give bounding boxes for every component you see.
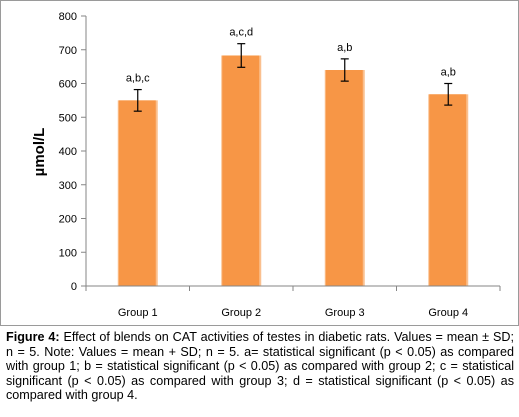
y-axis-label-group: µmol/L: [31, 128, 48, 177]
caption-label: Figure 4:: [6, 330, 60, 344]
y-tick-label: 100: [59, 247, 77, 259]
x-tick-label: Group 4: [428, 307, 468, 319]
y-tick-label: 300: [59, 180, 77, 192]
y-tick-label: 800: [59, 11, 77, 23]
y-tick-label: 500: [59, 112, 77, 124]
y-tick-label: 400: [59, 146, 77, 158]
significance-label: a,b: [441, 67, 456, 79]
significance-label: a,b,c: [126, 73, 150, 85]
y-tick-label: 200: [59, 214, 77, 226]
y-tick-label: 700: [59, 45, 77, 57]
y-axis-label: µmol/L: [31, 128, 48, 177]
x-tick-label: Group 2: [221, 307, 261, 319]
y-axis: 0 100 200 300 400 500 600 700 800: [59, 11, 87, 293]
figure-caption: Figure 4: Effect of blends on CAT activi…: [6, 330, 514, 403]
bars: a,b,c a,c,d a,b a,b: [117, 27, 469, 286]
bar: [325, 70, 363, 286]
x-axis: Group 1 Group 2 Group 3 Group 4: [85, 285, 501, 319]
significance-label: a,b: [337, 42, 352, 54]
bar: [222, 55, 260, 286]
x-tick-label: Group 1: [118, 307, 158, 319]
significance-label: a,c,d: [229, 27, 253, 39]
x-tick-label: Group 3: [325, 307, 365, 319]
y-tick-label: 600: [59, 79, 77, 91]
caption-text: Effect of blends on CAT activities of te…: [6, 330, 514, 403]
y-tick-label: 0: [71, 281, 77, 293]
bar: [118, 100, 156, 286]
bar: [429, 94, 467, 286]
